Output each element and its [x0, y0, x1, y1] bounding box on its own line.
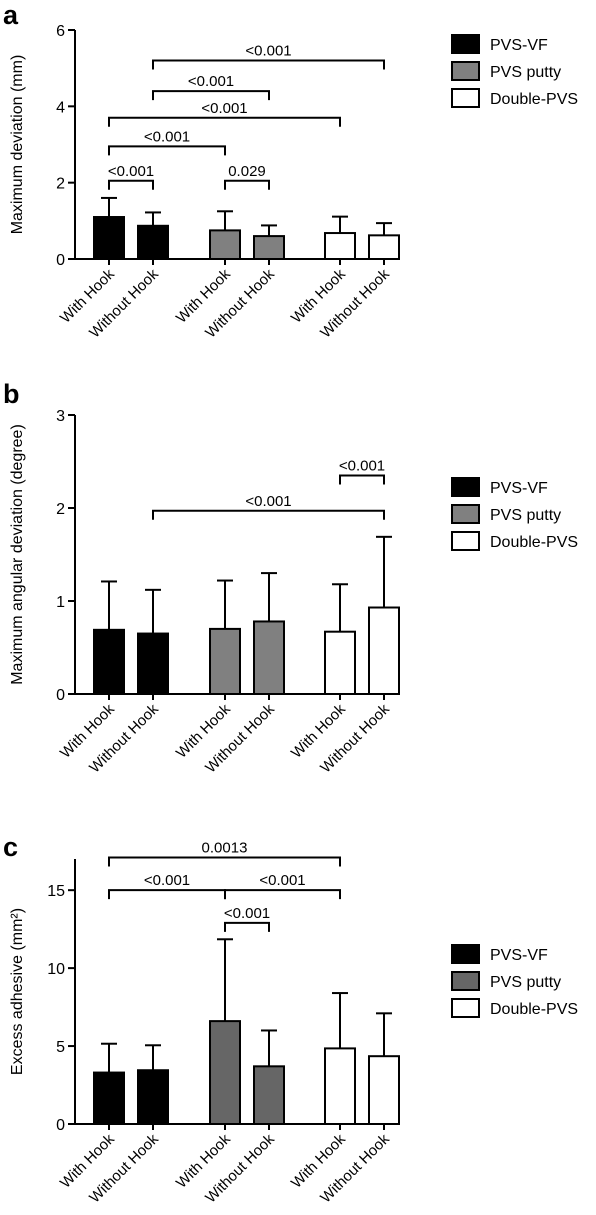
significance-label: <0.001	[224, 905, 270, 922]
y-axis-label: Maximum deviation (mm)	[9, 55, 26, 235]
bar	[253, 235, 285, 261]
bar	[253, 620, 285, 696]
bar	[137, 224, 169, 260]
significance-bracket	[152, 59, 385, 70]
significance-label: <0.001	[108, 163, 154, 180]
y-tick-label: 15	[47, 883, 65, 900]
legend-label: PVS-VF	[490, 37, 548, 54]
bar	[93, 1071, 125, 1126]
legend-swatch	[451, 944, 480, 964]
legend-swatch	[451, 998, 480, 1018]
legend-swatch	[451, 34, 480, 54]
significance-label: <0.001	[245, 493, 291, 510]
y-tick-label: 4	[56, 99, 65, 116]
significance-label: <0.001	[144, 128, 190, 145]
significance-bracket	[224, 921, 270, 932]
legend-label: PVS putty	[490, 64, 561, 81]
legend-label: PVS putty	[490, 974, 561, 991]
bar	[137, 1069, 169, 1125]
significance-label: 0.029	[228, 163, 266, 180]
significance-bracket	[224, 889, 341, 900]
significance-label: <0.001	[201, 100, 247, 117]
significance-label: <0.001	[144, 872, 190, 889]
significance-label: 0.0013	[202, 839, 248, 856]
significance-bracket	[152, 509, 385, 520]
legend-label: Double-PVS	[490, 534, 578, 551]
bar	[209, 1020, 241, 1126]
bar	[93, 216, 125, 260]
legend-swatch	[451, 61, 480, 81]
legend-swatch	[451, 504, 480, 524]
significance-bracket	[108, 145, 226, 156]
significance-bracket	[108, 116, 341, 127]
legend-label: PVS-VF	[490, 480, 548, 497]
y-tick-label: 2	[56, 501, 65, 518]
legend-label: Double-PVS	[490, 1001, 578, 1018]
bar	[253, 1065, 285, 1125]
bar	[368, 606, 400, 696]
y-tick-label: 10	[47, 961, 65, 978]
panel-label: c	[3, 832, 18, 862]
bar	[324, 1047, 356, 1126]
significance-bracket	[224, 179, 270, 190]
legend-swatch	[451, 971, 480, 991]
bar	[93, 628, 125, 696]
y-tick-label: 0	[56, 252, 65, 269]
bar	[324, 630, 356, 696]
panel-label: a	[3, 0, 19, 30]
bar	[368, 1055, 400, 1125]
legend-swatch	[451, 477, 480, 497]
bar	[368, 234, 400, 261]
panel-label: b	[3, 379, 20, 409]
significance-bracket	[108, 856, 341, 867]
y-axis-label: Maximum angular deviation (degree)	[9, 424, 26, 685]
bar	[137, 632, 169, 695]
y-tick-label: 0	[56, 687, 65, 704]
bar	[209, 627, 241, 696]
y-tick-label: 0	[56, 1117, 65, 1134]
legend-swatch	[451, 88, 480, 108]
y-tick-label: 2	[56, 176, 65, 193]
significance-bracket	[339, 474, 385, 485]
significance-label: <0.001	[245, 43, 291, 60]
legend-label: Double-PVS	[490, 91, 578, 108]
y-tick-label: 3	[56, 408, 65, 425]
bar	[324, 232, 356, 260]
y-tick-label: 6	[56, 23, 65, 40]
significance-label: <0.001	[188, 73, 234, 90]
significance-label: <0.001	[339, 457, 385, 474]
significance-bracket	[152, 90, 270, 101]
legend-swatch	[451, 531, 480, 551]
legend-label: PVS putty	[490, 507, 561, 524]
legend-label: PVS-VF	[490, 947, 548, 964]
significance-bracket	[108, 179, 154, 190]
significance-label: <0.001	[259, 872, 305, 889]
bar	[209, 229, 241, 260]
y-tick-label: 5	[56, 1039, 65, 1056]
y-tick-label: 1	[56, 594, 65, 611]
significance-bracket	[108, 889, 226, 900]
y-axis-label: Excess adhesive (mm²)	[9, 908, 26, 1075]
